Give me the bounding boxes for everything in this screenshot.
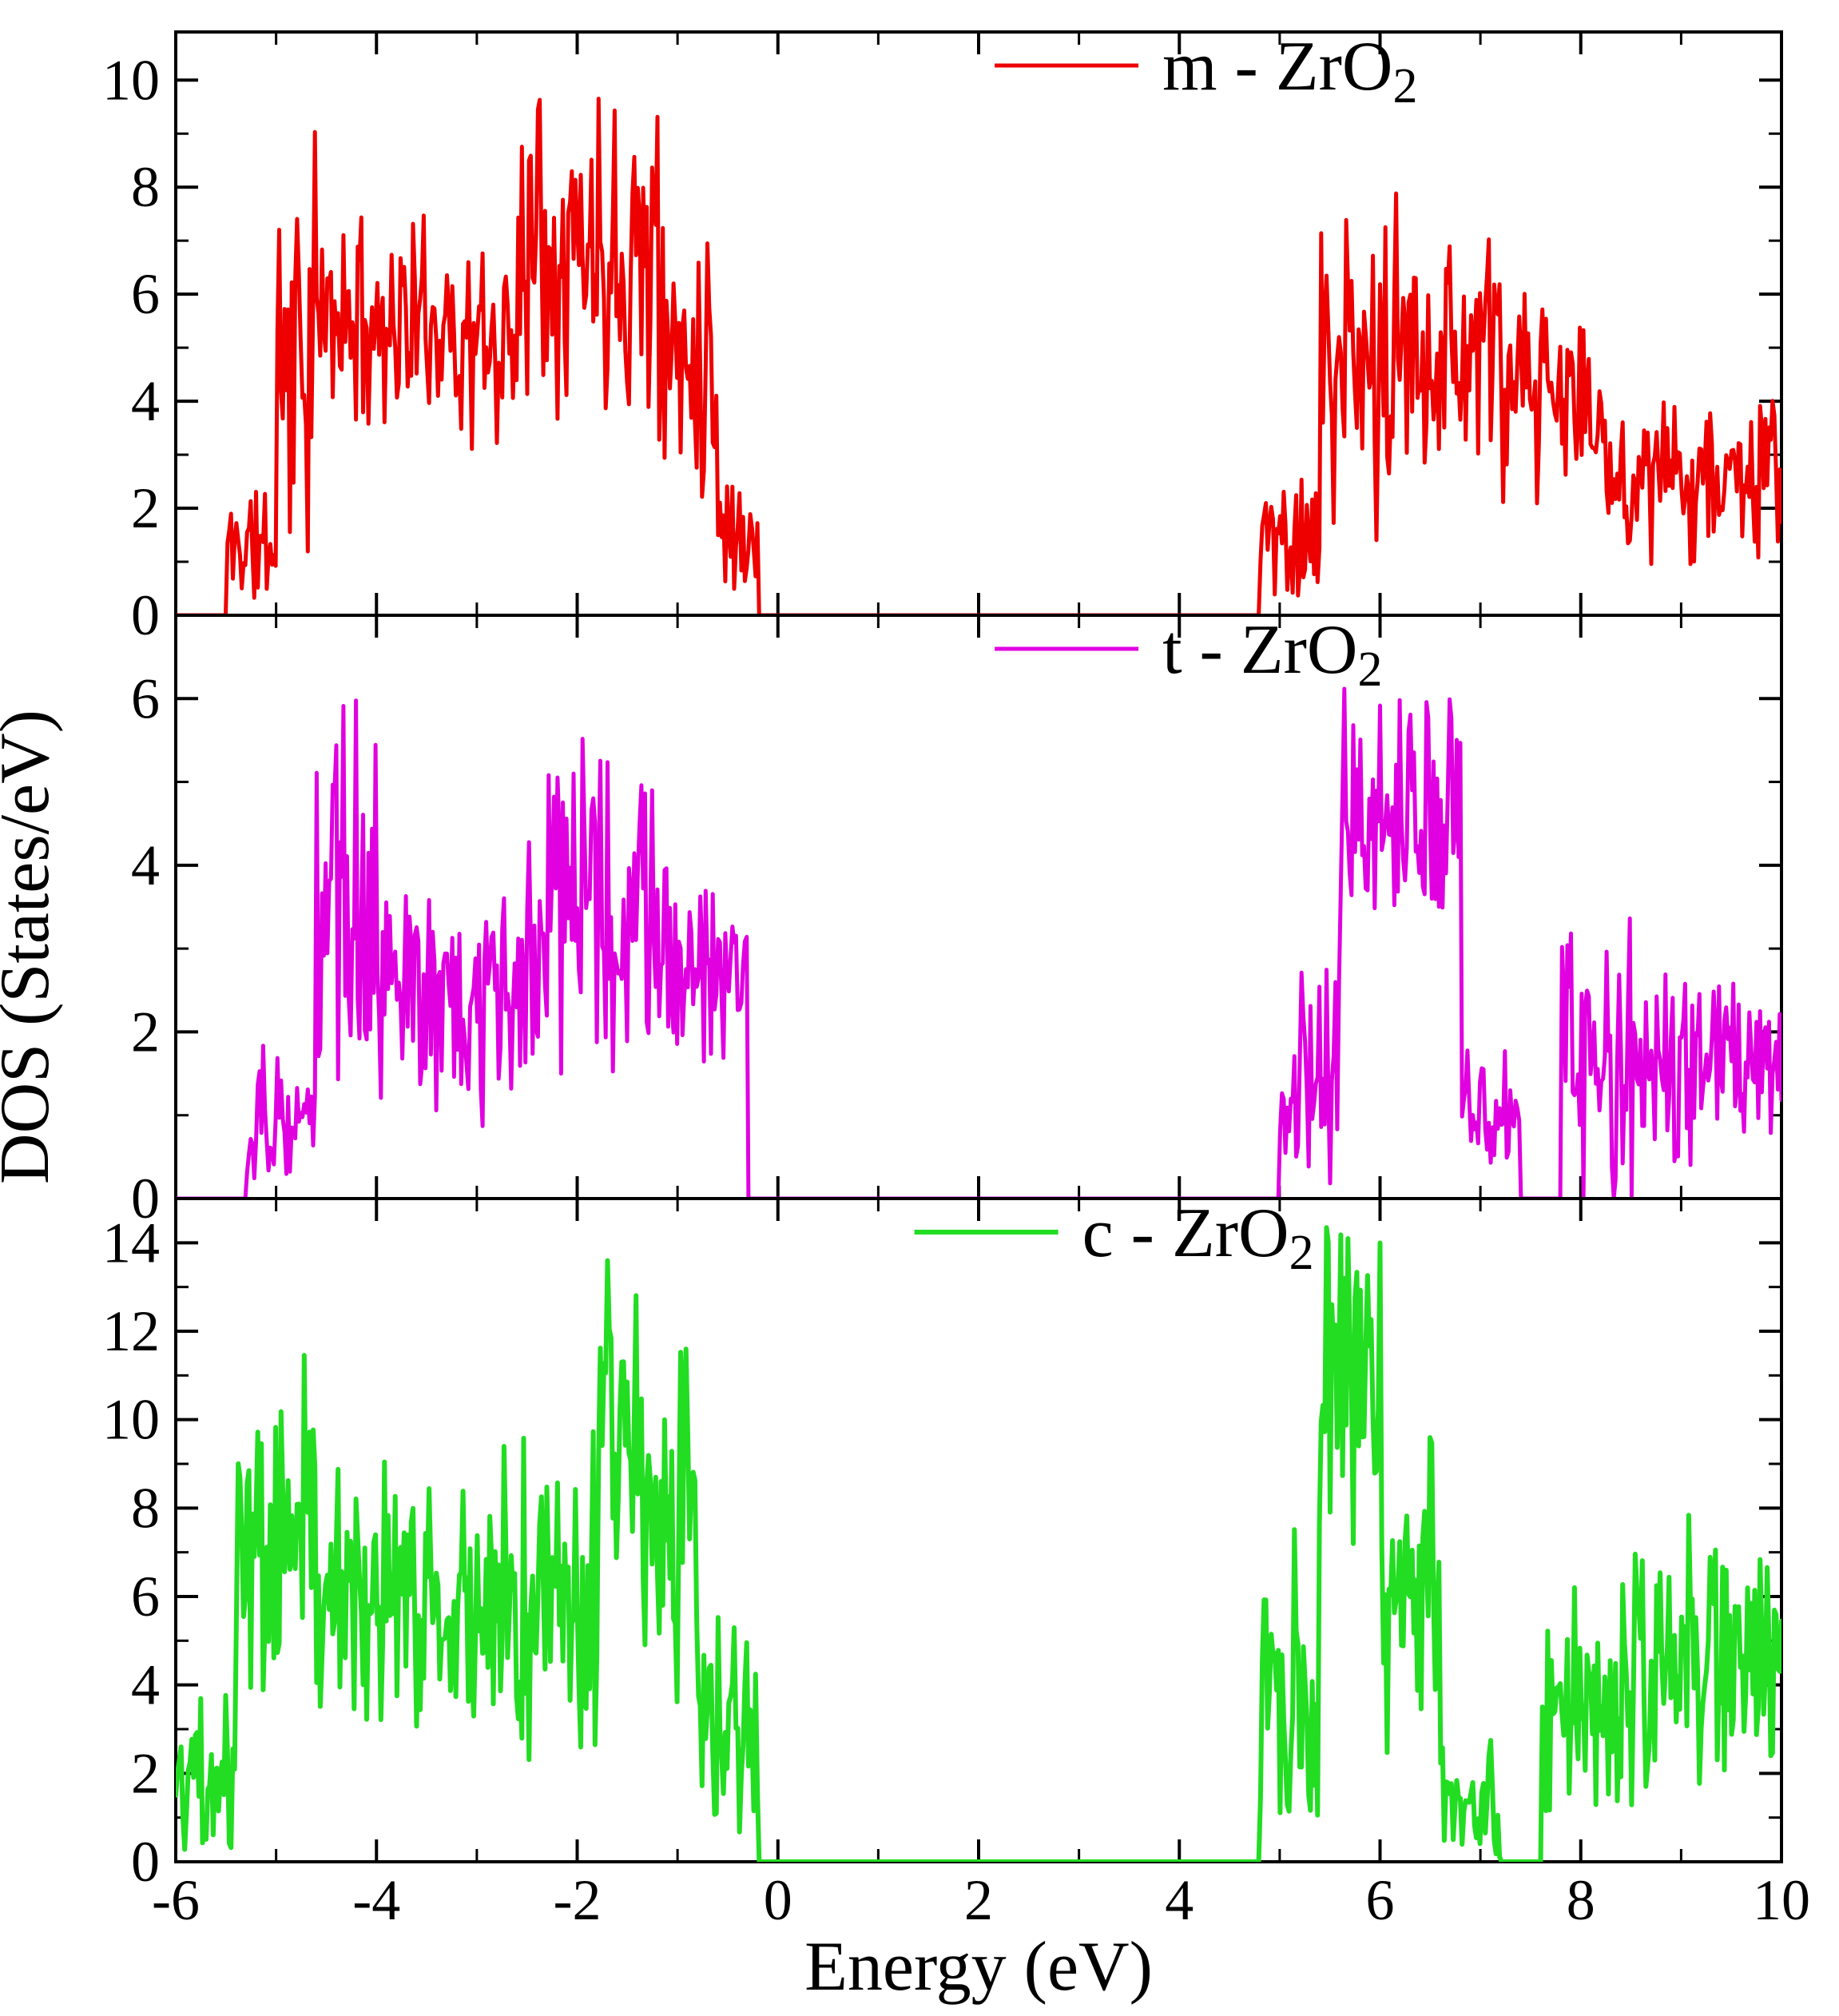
y-axis-label: DOS (States/eV) <box>0 710 64 1184</box>
dos-stacked-chart: DOS (States/eV)Energy (eV)0246810m - ZrO… <box>0 0 1839 2016</box>
x-axis-label: Energy (eV) <box>804 1928 1153 2006</box>
y-tick-label: 6 <box>131 666 160 730</box>
x-tick-label: 2 <box>964 1868 993 1932</box>
dos-curve-c <box>176 1227 1781 1862</box>
x-tick-label: 0 <box>764 1868 792 1932</box>
y-tick-label: 0 <box>131 1830 160 1894</box>
x-tick-label: 10 <box>1753 1868 1810 1932</box>
x-tick-label: -4 <box>352 1868 400 1932</box>
panel-frame-t <box>176 615 1781 1199</box>
y-tick-label: 8 <box>131 155 160 219</box>
y-tick-label: 6 <box>131 262 160 326</box>
y-tick-label: 12 <box>102 1299 160 1363</box>
dos-curve-t <box>176 689 1781 1199</box>
x-tick-label: -2 <box>554 1868 602 1932</box>
y-tick-label: 2 <box>131 1741 160 1805</box>
y-tick-label: 2 <box>131 1000 160 1064</box>
legend-label-t: t - ZrO2 <box>1162 611 1382 697</box>
legend-label-c: c - ZrO2 <box>1082 1195 1314 1280</box>
dos-curve-m <box>176 99 1781 616</box>
y-tick-label: 4 <box>131 369 160 433</box>
x-tick-label: 6 <box>1366 1868 1395 1932</box>
y-tick-label: 4 <box>131 1653 160 1717</box>
x-tick-label: 4 <box>1165 1868 1194 1932</box>
y-tick-label: 4 <box>131 833 160 897</box>
legend-label-m: m - ZrO2 <box>1162 28 1417 113</box>
x-tick-label: 8 <box>1567 1868 1595 1932</box>
y-tick-label: 10 <box>102 48 160 112</box>
y-tick-label: 14 <box>102 1211 160 1274</box>
y-tick-label: 10 <box>102 1388 160 1452</box>
y-tick-label: 0 <box>131 583 160 647</box>
y-tick-label: 2 <box>131 476 160 540</box>
y-tick-label: 6 <box>131 1565 160 1628</box>
y-tick-label: 8 <box>131 1476 160 1540</box>
chart-svg: DOS (States/eV)Energy (eV)0246810m - ZrO… <box>0 0 1839 2016</box>
